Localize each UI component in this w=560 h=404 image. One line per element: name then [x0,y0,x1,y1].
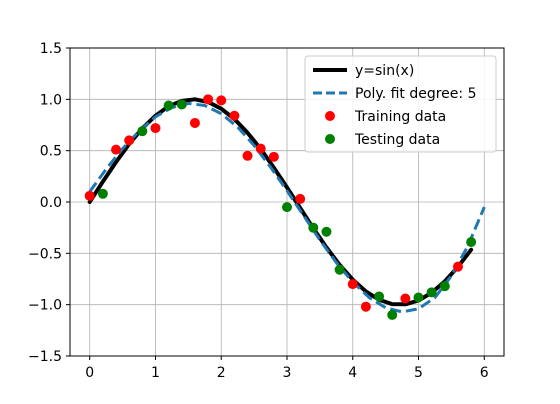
training-data-point [203,94,214,105]
legend-label: Training data [354,109,446,125]
x-tick-label: 3 [283,365,292,381]
training-data-point [400,293,411,304]
x-tick-label: 4 [348,365,357,381]
legend-box [304,55,497,153]
legend-swatch-marker [325,111,335,121]
legend-label: Testing data [354,132,440,148]
training-data-point [84,190,95,201]
testing-data-point [321,226,332,237]
testing-data-point [426,287,437,298]
training-data-point [360,301,371,312]
training-data-point [150,123,161,134]
y-tick-label: −1.5 [28,349,62,365]
testing-data-point [308,222,319,233]
training-data-point [216,95,227,106]
training-data-point [268,151,279,162]
training-data-point [452,261,463,272]
training-data-point [229,110,240,121]
training-data-point [242,150,253,161]
legend: y=sin(x) Poly. fit degree: 5 Training data… [304,55,497,153]
testing-data-point [387,309,398,320]
testing-data-point [334,264,345,275]
x-tick-label: 6 [480,365,489,381]
training-data-point [295,193,306,204]
training-data-point [347,279,358,290]
y-tick-label: 0.5 [40,144,62,160]
y-tick-label: 1.0 [40,92,62,108]
legend-label: y=sin(x) [355,63,414,79]
y-tick-label: 1.5 [40,41,62,57]
testing-data-point [282,202,292,213]
testing-data-point [439,281,450,292]
training-data-point [255,143,266,154]
axis-ticks: 0 1 2 3 4 5 6 −1.5 −1.0 −0.5 0.0 0.5 1.0 1.5 [28,41,489,381]
testing-data-point [413,292,424,303]
x-tick-label: 5 [414,365,423,381]
testing-data-point [163,100,174,111]
x-tick-label: 1 [151,365,160,381]
x-tick-label: 0 [85,365,94,381]
training-data-point [124,135,135,146]
testing-data-point [137,126,148,137]
testing-data-point [374,291,385,302]
testing-data-point [176,99,187,110]
x-tick-label: 2 [217,365,226,381]
legend-swatch-marker [325,134,335,144]
testing-data-point [97,188,108,199]
testing-data-point [466,237,477,248]
y-tick-label: −1.0 [28,298,62,314]
y-tick-label: 0.0 [40,195,62,211]
plot-series [84,94,486,320]
y-tick-label: −0.5 [28,246,62,262]
training-data-point [189,117,200,128]
legend-label: Poly. fit degree: 5 [355,86,476,102]
training-data-point [111,144,122,155]
poly-fit-line [88,101,486,314]
